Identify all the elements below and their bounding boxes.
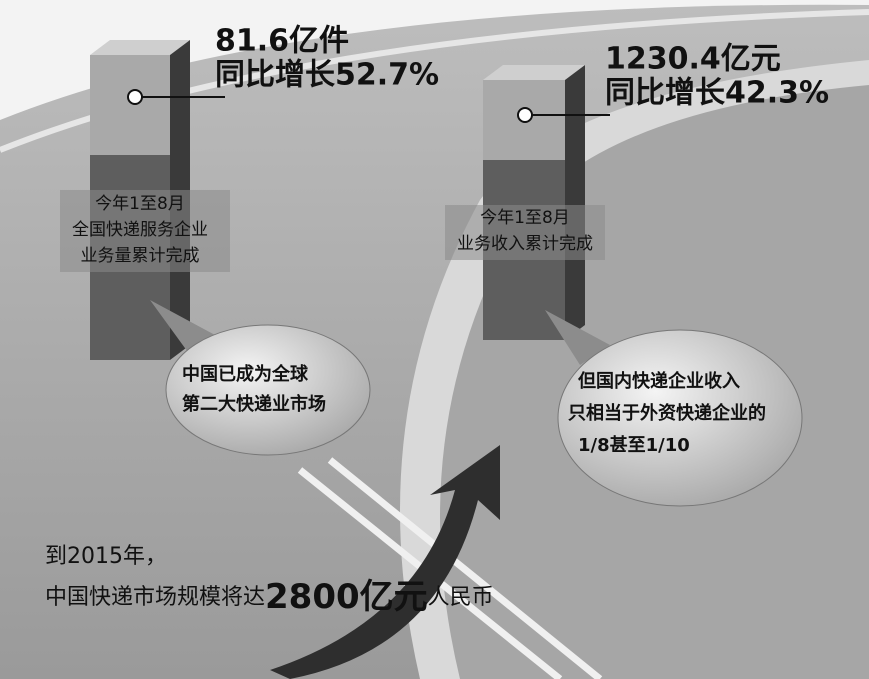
headline: 1230.4亿元 <box>605 42 781 77</box>
caption-bg <box>60 190 230 272</box>
bubble-right <box>545 310 803 507</box>
bubble-text: 但国内快递企业收入 <box>577 370 740 392</box>
caption: 业务收入累计完成 <box>457 234 593 254</box>
caption: 今年1至8月 <box>480 208 570 228</box>
change: 同比增长42.3% <box>605 76 829 111</box>
footer-text: 中国快递市场规模将达 <box>45 585 265 610</box>
caption: 全国快递服务企业 <box>72 220 208 240</box>
bar-right <box>483 65 585 340</box>
footer-text: 到2015年， <box>45 544 167 569</box>
caption: 业务量累计完成 <box>81 246 200 266</box>
bubble-text: 第二大快递业市场 <box>182 393 326 415</box>
bubble-text: 中国已成为全球 <box>182 363 309 385</box>
pointer <box>127 89 610 123</box>
arrow <box>270 445 500 679</box>
headline: 81.6亿件 <box>215 24 349 59</box>
bubble-text: 只相当于外资快递企业的 <box>568 402 766 424</box>
footer-text: 人民币 <box>428 585 494 610</box>
bubble-text: 1/8甚至1/10 <box>578 434 690 456</box>
change: 同比增长52.7% <box>215 58 439 93</box>
bubble-left <box>150 300 371 456</box>
caption-bg <box>445 205 605 260</box>
footer-text: 中国快递市场规模将达2800亿元人民币 <box>45 577 494 617</box>
footer-highlight: 2800亿元 <box>265 577 428 617</box>
caption: 今年1至8月 <box>95 194 185 214</box>
